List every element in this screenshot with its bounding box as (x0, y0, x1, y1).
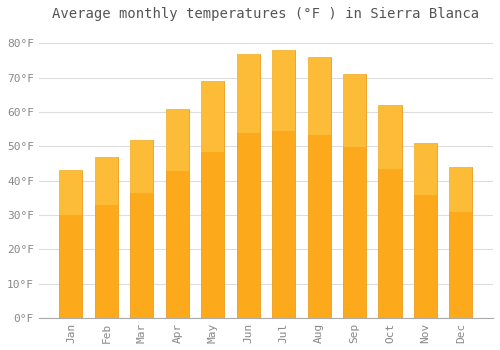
Bar (414, 143, 437, 195)
Bar (378, 105, 402, 169)
Bar (308, 57, 330, 135)
Bar (343, 74, 366, 147)
Bar (60, 170, 82, 215)
Bar (95, 157, 118, 318)
Bar (201, 81, 224, 152)
Bar (95, 157, 118, 205)
Bar (166, 108, 189, 172)
Bar (272, 50, 295, 318)
Bar (166, 108, 189, 318)
Bar (414, 143, 437, 318)
Bar (60, 170, 82, 318)
Bar (450, 167, 472, 212)
Bar (201, 81, 224, 318)
Bar (272, 50, 295, 131)
Bar (378, 105, 402, 318)
Bar (130, 140, 154, 193)
Bar (236, 54, 260, 133)
Bar (343, 74, 366, 318)
Bar (450, 167, 472, 318)
Title: Average monthly temperatures (°F ) in Sierra Blanca: Average monthly temperatures (°F ) in Si… (52, 7, 480, 21)
Bar (236, 54, 260, 318)
Bar (130, 140, 154, 318)
Bar (308, 57, 330, 318)
